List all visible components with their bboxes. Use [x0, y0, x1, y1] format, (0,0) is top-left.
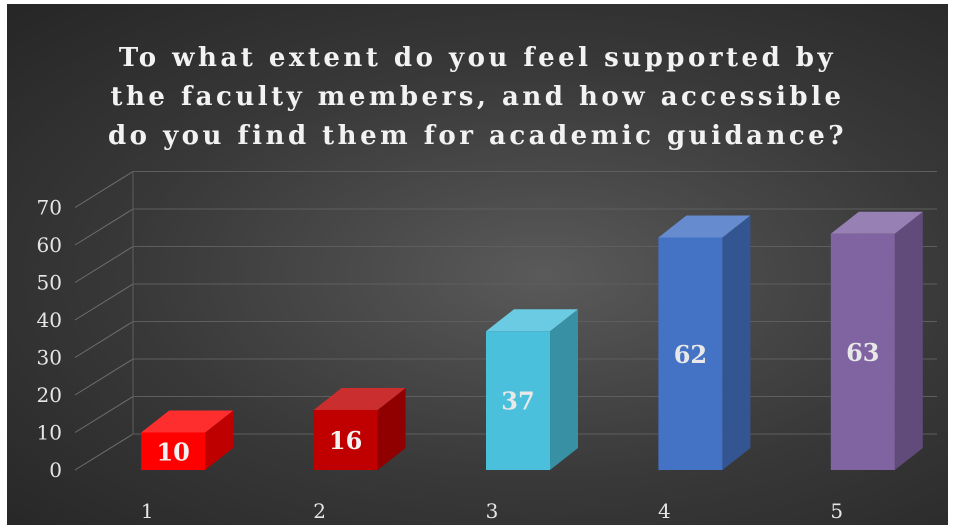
x-tick-label: 1: [141, 499, 154, 523]
y-tick-label: 30: [37, 346, 62, 370]
data-label: 37: [501, 387, 534, 416]
data-label: 63: [846, 338, 879, 367]
bar: [313, 410, 378, 470]
y-tick-label: 10: [37, 421, 62, 445]
data-label: 10: [156, 437, 189, 466]
chart-title: To what extent do you feel supported by …: [7, 39, 948, 156]
bar: [830, 233, 895, 470]
gridline-depth: [74, 396, 134, 433]
gridline-depth: [74, 208, 134, 246]
gridline-depth: [74, 283, 134, 321]
gridline-depth: [74, 246, 134, 283]
bar: [141, 432, 206, 470]
y-tick-label: 40: [37, 308, 62, 332]
bar-top: [658, 215, 751, 238]
y-tick-label: 20: [37, 383, 62, 407]
bar-top: [313, 388, 406, 410]
y-tick-label: 70: [37, 196, 62, 220]
gridline-depth: [74, 433, 134, 471]
chart-plot: 0 10 20 30 40 50 60 70 10 1 16 2 37 3 62 4 63 5: [37, 171, 937, 523]
x-tick-label: 3: [486, 499, 499, 523]
gridline-depth: [74, 358, 134, 396]
bar-side: [894, 211, 923, 470]
y-tick-label: 60: [37, 233, 62, 257]
chart-area: To what extent do you feel supported by …: [7, 4, 948, 525]
x-tick-label: 5: [830, 499, 843, 523]
y-tick-label: 0: [49, 458, 62, 482]
gridline-depth: [74, 171, 134, 208]
x-tick-label: 4: [658, 499, 671, 523]
data-label: 62: [674, 340, 707, 369]
gridline-depth: [74, 321, 134, 358]
x-tick-label: 2: [313, 499, 326, 523]
y-tick-label: 50: [37, 271, 62, 295]
bar-top: [141, 410, 234, 433]
bar-side: [550, 309, 578, 470]
data-label: 16: [329, 426, 362, 455]
bar-side: [722, 215, 751, 470]
bar-side: [205, 410, 234, 470]
bar: [486, 331, 550, 470]
bar-side: [377, 388, 406, 470]
bar-top: [830, 211, 923, 234]
chart-title-line-1: To what extent do you feel supported by: [118, 43, 837, 73]
chart-title-line-3: do you find them for academic guidance?: [108, 121, 847, 151]
chart-title-line-2: the faculty members, and how accessible: [110, 82, 845, 112]
bar-top: [486, 309, 578, 332]
bar: [658, 237, 723, 470]
